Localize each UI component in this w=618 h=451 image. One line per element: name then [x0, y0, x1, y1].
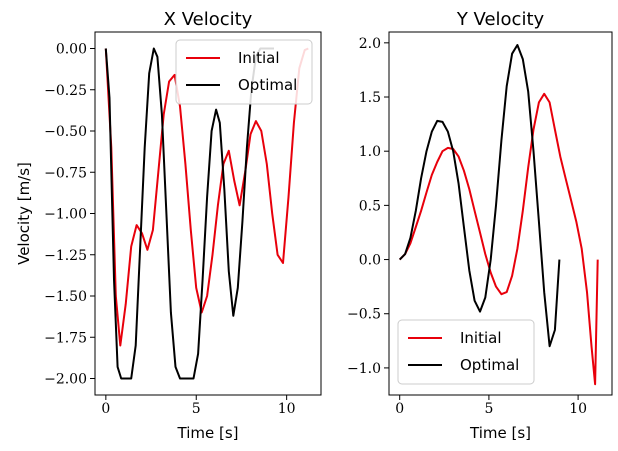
y-axis-label: Velocity [m/s]	[15, 162, 33, 265]
y-tick-label: 2.0	[359, 36, 381, 52]
series-line-optimal	[398, 44, 561, 348]
y-tick-label: −1.50	[44, 289, 87, 305]
y-tick-label: 1.5	[359, 90, 381, 106]
y-tick-label: −0.25	[44, 83, 87, 99]
plot-frame	[388, 31, 613, 396]
legend-label: Initial	[460, 329, 502, 347]
x-axis-label: Time [s]	[469, 424, 531, 442]
x-tick-label: 10	[278, 401, 296, 417]
chart-title: X Velocity	[164, 9, 253, 30]
series-line-optimal	[104, 47, 274, 380]
x-tick-label: 0	[101, 401, 110, 417]
legend-box	[175, 39, 313, 105]
y-tick-label: −1.0	[347, 361, 381, 377]
y-tick-label: 0.00	[56, 42, 87, 58]
y-tick-label: 0.0	[359, 253, 381, 269]
y-tick-label: −0.75	[44, 165, 87, 181]
series-line-initial	[104, 47, 309, 347]
y-tick-label: −2.00	[44, 372, 87, 388]
legend-label: Initial	[238, 49, 280, 67]
legend: Initial Optimal	[175, 39, 313, 105]
x-tick-label: 5	[192, 401, 201, 417]
legend-label: Optimal	[460, 356, 519, 374]
y-tick-label: 0.5	[359, 198, 381, 214]
legend-box	[397, 319, 535, 385]
y-tick-label: −0.50	[44, 124, 87, 140]
y-tick-label: −1.75	[44, 330, 87, 346]
legend: Initial Optimal	[397, 319, 535, 385]
x-tick-label: 0	[395, 401, 404, 417]
y-tick-label: −1.00	[44, 207, 87, 223]
chart-title: Y Velocity	[456, 9, 545, 30]
legend-label: Optimal	[238, 76, 297, 94]
y-tick-label: −1.25	[44, 248, 87, 264]
x-tick-label: 10	[569, 401, 587, 417]
x-tick-label: 5	[484, 401, 493, 417]
subplot-2: Y Velocity 0 5 10 2.0 1.5 1.0 0.5 0.0 −0.5 −1.0 Tim…	[347, 9, 613, 442]
y-tick-label: 1.0	[359, 144, 381, 160]
subplot-1: X Velocity 0 5 10 0.00 −0.25 −0.50 −0.75 −1.00 −1…	[15, 9, 322, 442]
series-line-initial	[398, 92, 599, 386]
x-axis-label: Time [s]	[177, 424, 239, 442]
y-tick-label: −0.5	[347, 307, 381, 323]
